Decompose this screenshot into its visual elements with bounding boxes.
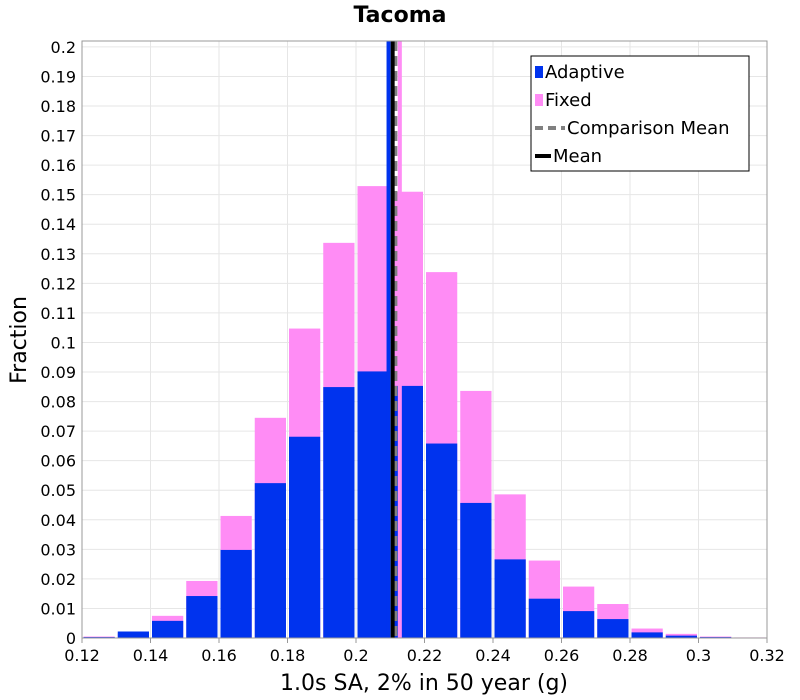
y-tick-label: 0.09 xyxy=(40,363,76,382)
y-tick-label: 0.01 xyxy=(40,599,76,618)
y-tick-label: 0.07 xyxy=(40,422,76,441)
bar-adaptive xyxy=(220,549,252,638)
y-tick-label: 0.03 xyxy=(40,540,76,559)
y-tick-label: 0.11 xyxy=(40,304,76,323)
x-tick-label: 0.12 xyxy=(64,646,100,665)
y-tick-label: 0.06 xyxy=(40,452,76,471)
bar-adaptive xyxy=(528,598,560,638)
bar-adaptive xyxy=(631,632,663,638)
bar-adaptive xyxy=(357,371,389,638)
x-tick-label: 0.28 xyxy=(612,646,648,665)
x-tick-label: 0.24 xyxy=(475,646,511,665)
bar-adaptive xyxy=(494,559,526,638)
legend-swatch xyxy=(535,66,543,78)
legend-label: Fixed xyxy=(545,90,592,111)
plot-frame xyxy=(81,40,768,639)
legend-label: Adaptive xyxy=(545,62,625,83)
y-tick-label: 0.18 xyxy=(40,97,76,116)
y-tick-label: 0.05 xyxy=(40,481,76,500)
legend-label: Mean xyxy=(553,146,602,167)
x-tick-label: 0.26 xyxy=(544,646,580,665)
y-tick-label: 0.13 xyxy=(40,245,76,264)
y-tick-label: 0.02 xyxy=(40,570,76,589)
bar-adaptive xyxy=(665,635,697,638)
y-tick-label: 0.04 xyxy=(40,511,76,530)
mean-lines xyxy=(386,41,402,638)
x-tick-label: 0.14 xyxy=(133,646,169,665)
x-tick-label: 0.2 xyxy=(343,646,368,665)
y-tick-label: 0.1 xyxy=(51,333,76,352)
x-tick-labels: 0.12 0.14 0.16 0.18 0.2 0.22 0.24 0.26 0.28 0.3 0.… xyxy=(64,646,785,665)
y-tick-label: 0.14 xyxy=(40,215,76,234)
x-tick-label: 0.16 xyxy=(201,646,237,665)
bar-adaptive xyxy=(117,631,149,638)
y-tick-label: 0.17 xyxy=(40,127,76,146)
bar-adaptive xyxy=(186,596,218,638)
bar-adaptive xyxy=(563,611,595,638)
y-tick-label: 0.2 xyxy=(51,38,76,57)
bar-adaptive xyxy=(597,619,629,638)
bar-adaptive xyxy=(323,387,355,638)
y-tick-label: 0 xyxy=(66,629,76,648)
y-tick-label: 0.12 xyxy=(40,274,76,293)
legend: Adaptive Fixed Comparison Mean Mean xyxy=(530,55,750,172)
y-tick-label: 0.08 xyxy=(40,393,76,412)
bar-adaptive xyxy=(426,443,458,638)
chart-title: Tacoma xyxy=(354,3,447,28)
legend-label: Comparison Mean xyxy=(567,118,730,139)
x-tick-label: 0.32 xyxy=(749,646,785,665)
bar-adaptive xyxy=(152,620,184,638)
y-tick-labels: 0 0.01 0.02 0.03 0.04 0.05 0.06 0.07 0.08 0.09 0.1… xyxy=(40,38,76,648)
legend-box xyxy=(530,55,750,172)
x-axis-label: 1.0s SA, 2% in 50 year (g) xyxy=(280,671,568,696)
y-tick-label: 0.16 xyxy=(40,156,76,175)
y-axis-label: Fraction xyxy=(7,296,32,384)
bars xyxy=(83,186,766,639)
bar-adaptive xyxy=(254,483,286,638)
bar-adaptive xyxy=(460,502,492,638)
x-tick-label: 0.22 xyxy=(407,646,443,665)
x-tick-label: 0.18 xyxy=(270,646,306,665)
legend-swatch xyxy=(535,94,543,106)
y-tick-label: 0.15 xyxy=(40,186,76,205)
x-tick-label: 0.3 xyxy=(686,646,711,665)
y-tick-label: 0.19 xyxy=(40,67,76,86)
bar-adaptive xyxy=(289,436,321,638)
